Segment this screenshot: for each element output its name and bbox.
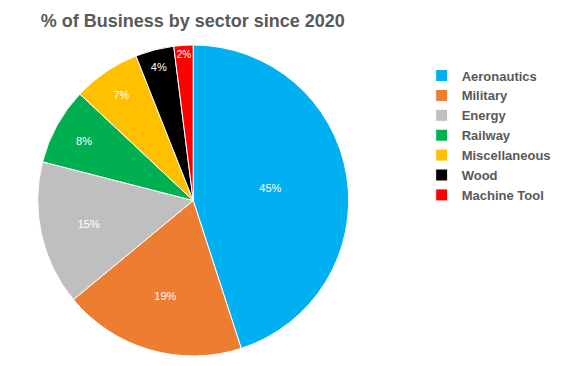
svg-text:Military: Military: [462, 88, 508, 103]
svg-text:7%: 7%: [113, 89, 129, 101]
svg-text:% of Business by sector since: % of Business by sector since 2020: [41, 11, 345, 31]
svg-text:45%: 45%: [259, 182, 281, 194]
svg-text:Wood: Wood: [462, 168, 498, 183]
svg-text:4%: 4%: [151, 61, 167, 73]
svg-text:Miscellaneous: Miscellaneous: [462, 148, 551, 163]
svg-text:2%: 2%: [177, 49, 192, 60]
svg-text:Machine Tool: Machine Tool: [462, 188, 544, 203]
svg-text:Railway: Railway: [462, 128, 511, 143]
svg-text:19%: 19%: [154, 290, 176, 302]
svg-text:Energy: Energy: [462, 108, 507, 123]
svg-text:8%: 8%: [76, 135, 92, 147]
svg-text:15%: 15%: [78, 218, 100, 230]
svg-text:Aeronautics: Aeronautics: [462, 69, 537, 84]
